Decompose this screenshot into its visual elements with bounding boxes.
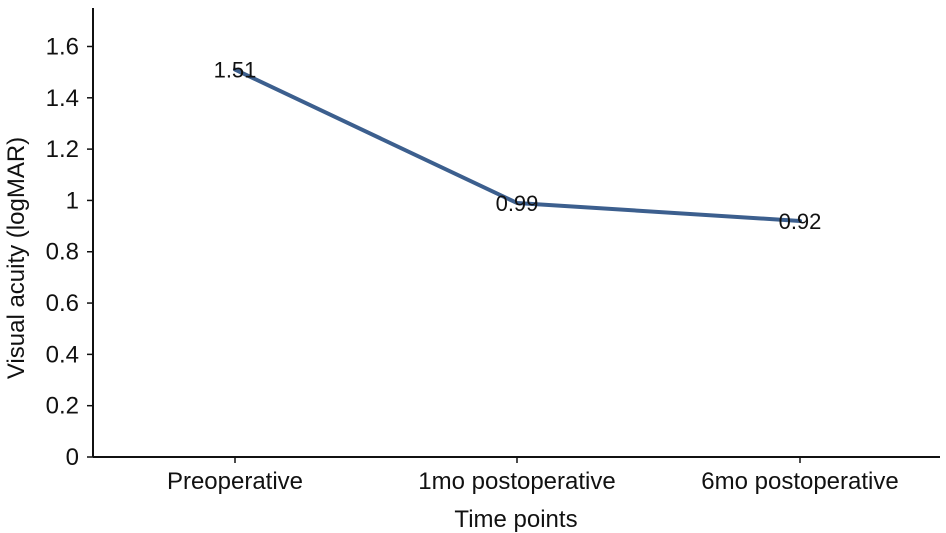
y-tick-label: 1.6	[46, 33, 79, 60]
x-category-label: 6mo postoperative	[701, 468, 898, 495]
data-point	[234, 69, 236, 71]
y-ticks: 0 0.2 0.4 0.6 0.8 1 1.2 1.4 1.6	[46, 33, 93, 471]
data-label: 0.99	[496, 191, 539, 216]
y-tick-label: 0.6	[46, 290, 79, 317]
y-axis-title: Visual acuity (logMAR)	[3, 137, 30, 379]
y-tick-label: 0	[66, 444, 79, 471]
data-labels: 1.51 0.99 0.92	[214, 58, 822, 234]
y-tick-label: 1.4	[46, 85, 79, 112]
x-category-label: 1mo postoperative	[418, 468, 615, 495]
y-tick-label: 0.8	[46, 239, 79, 266]
x-category-label: Preoperative	[167, 468, 303, 495]
data-point	[516, 202, 518, 204]
data-label: 0.92	[779, 209, 822, 234]
y-tick-label: 0.4	[46, 341, 79, 368]
y-tick-label: 0.2	[46, 393, 79, 420]
data-point	[799, 220, 801, 222]
y-tick-label: 1	[66, 187, 79, 214]
y-tick-label: 1.2	[46, 136, 79, 163]
series-layer	[233, 67, 802, 223]
x-ticks: Preoperative 1mo postoperative 6mo postope…	[167, 457, 899, 495]
data-label: 1.51	[214, 58, 257, 83]
x-axis-title: Time points	[454, 506, 577, 533]
